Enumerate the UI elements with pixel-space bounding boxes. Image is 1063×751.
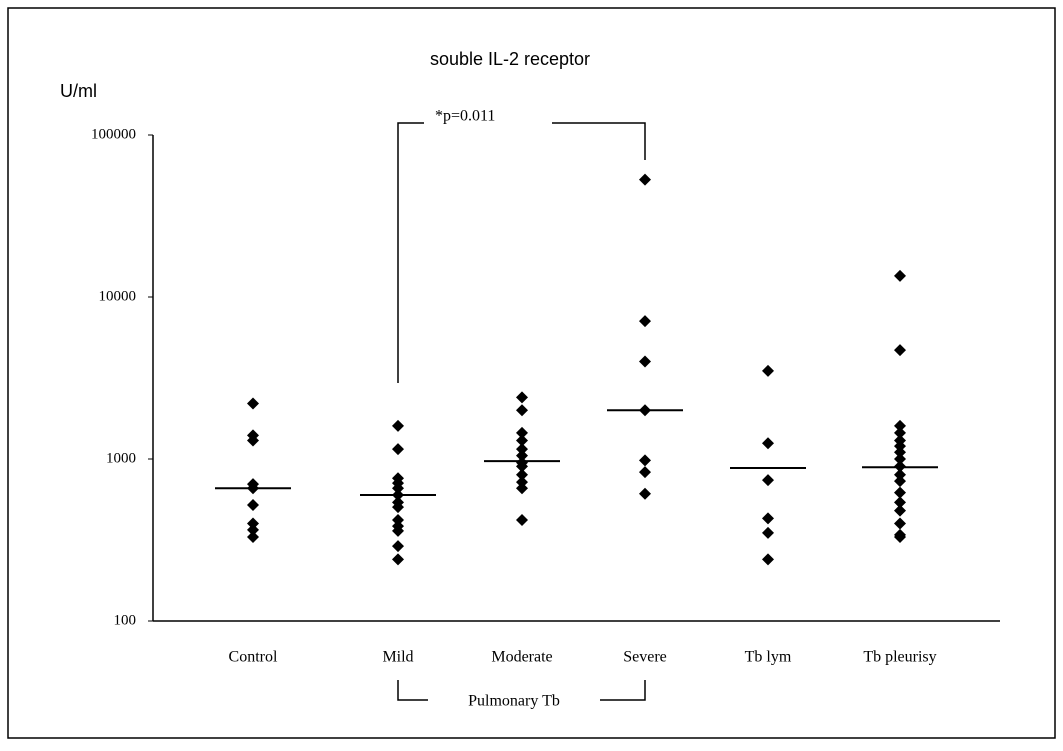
- data-point: [639, 454, 651, 467]
- data-point: [247, 523, 259, 536]
- data-point: [392, 419, 404, 432]
- data-point: [762, 526, 774, 539]
- y-tick-label: 10000: [99, 288, 137, 304]
- data-point: [516, 514, 528, 527]
- data-point: [762, 364, 774, 377]
- significance-bracket: [397, 122, 646, 383]
- data-point: [894, 468, 906, 481]
- data-point: [392, 524, 404, 537]
- data-point: [894, 517, 906, 530]
- data-point: [894, 496, 906, 509]
- data-point: [516, 391, 528, 404]
- data-point: [247, 397, 259, 410]
- chart-title: souble IL-2 receptor: [430, 49, 590, 69]
- data-point: [894, 446, 906, 459]
- data-point: [894, 426, 906, 439]
- group-label: Pulmonary Tb: [468, 693, 560, 710]
- data-point: [516, 443, 528, 456]
- data-point: [392, 501, 404, 514]
- x-tick-label: Severe: [623, 649, 667, 666]
- y-tick-label: 100: [114, 612, 137, 628]
- data-point: [762, 512, 774, 525]
- data-point: [894, 531, 906, 544]
- data-point: [392, 540, 404, 553]
- data-point: [516, 468, 528, 481]
- data-point: [894, 504, 906, 517]
- data-point: [894, 475, 906, 488]
- data-point: [894, 419, 906, 432]
- data-point: [639, 487, 651, 500]
- x-tick-label: Tb pleurisy: [863, 649, 936, 666]
- data-point: [516, 434, 528, 447]
- y-tick-label: 100000: [91, 126, 136, 142]
- data-point: [894, 440, 906, 453]
- data-point: [762, 553, 774, 566]
- annotation: *p=0.011: [435, 108, 495, 125]
- group-bracket: [397, 680, 646, 701]
- data-point: [639, 355, 651, 368]
- x-tick-label: Moderate: [491, 649, 552, 666]
- data-point: [392, 443, 404, 456]
- data-point: [762, 474, 774, 487]
- data-point: [516, 404, 528, 417]
- data-point: [894, 344, 906, 357]
- data-point: [392, 482, 404, 495]
- x-tick-label: Control: [229, 649, 278, 666]
- data-point: [247, 517, 259, 530]
- data-point: [894, 486, 906, 499]
- data-point: [247, 434, 259, 447]
- data-point: [392, 514, 404, 527]
- data-point: [247, 531, 259, 544]
- data-point: [516, 426, 528, 439]
- x-tick-label: Mild: [382, 649, 413, 666]
- y-tick-label: 1000: [106, 450, 136, 466]
- data-point: [894, 453, 906, 465]
- frame: [7, 7, 1056, 739]
- data-point: [247, 499, 259, 512]
- data-point: [516, 449, 528, 462]
- data-point: [639, 315, 651, 328]
- data-point: [516, 460, 528, 473]
- data-point: [516, 476, 528, 489]
- data-point: [894, 269, 906, 282]
- y-axis-label: U/ml: [60, 81, 97, 101]
- data-point: [762, 437, 774, 450]
- data-point: [392, 553, 404, 566]
- data-point: [516, 482, 528, 495]
- data-point: [639, 173, 651, 186]
- x-tick-label: Tb lym: [745, 649, 792, 666]
- data-point: [639, 466, 651, 479]
